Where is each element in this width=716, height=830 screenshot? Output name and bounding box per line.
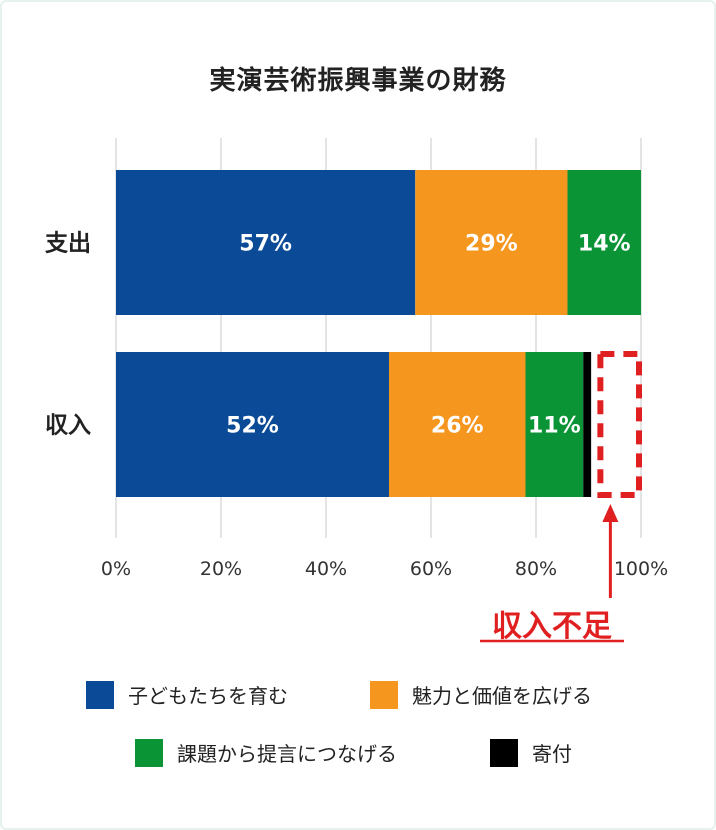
x-axis-ticks: 0% 20% 40% 60% 80% 100% — [101, 558, 668, 580]
legend-label: 課題から提言につなげる — [177, 742, 397, 766]
legend-swatch — [490, 739, 518, 767]
legend-label: 寄付 — [532, 742, 572, 766]
x-tick-label: 20% — [200, 558, 242, 580]
data-label: 11% — [528, 414, 581, 439]
chart-title: 実演芸術振興事業の財務 — [209, 65, 506, 96]
data-label: 57% — [239, 232, 292, 257]
bar-segment — [116, 170, 416, 315]
bar-segment — [415, 170, 568, 315]
x-tick-label: 40% — [305, 558, 347, 580]
bar-segment — [567, 170, 641, 315]
data-label: 14% — [578, 232, 631, 257]
legend-swatch — [370, 681, 398, 709]
bar-segment — [583, 352, 592, 497]
data-label: 29% — [465, 232, 518, 257]
data-label: 52% — [226, 414, 279, 439]
bars — [116, 170, 641, 497]
x-tick-label: 100% — [614, 558, 668, 580]
shortfall-label: 収入不足 — [492, 609, 612, 644]
bar-segment — [525, 352, 584, 497]
x-tick-label: 60% — [410, 558, 452, 580]
bar-segment — [389, 352, 526, 497]
category-label: 支出 — [44, 231, 91, 257]
legend-label: 子どもたちを育む — [128, 684, 288, 708]
x-tick-label: 80% — [515, 558, 557, 580]
shortfall-annotation: 収入不足 — [480, 351, 642, 644]
bar-segment — [116, 352, 389, 497]
legend-label: 魅力と価値を広げる — [412, 684, 592, 708]
x-tick-label: 0% — [101, 558, 131, 580]
shortfall-dashed-box — [597, 351, 642, 498]
legend-swatch — [86, 681, 114, 709]
shortfall-arrow-head — [602, 504, 619, 522]
category-label: 収入 — [45, 413, 91, 439]
data-label: 26% — [431, 414, 484, 439]
legend-swatch — [135, 739, 163, 767]
